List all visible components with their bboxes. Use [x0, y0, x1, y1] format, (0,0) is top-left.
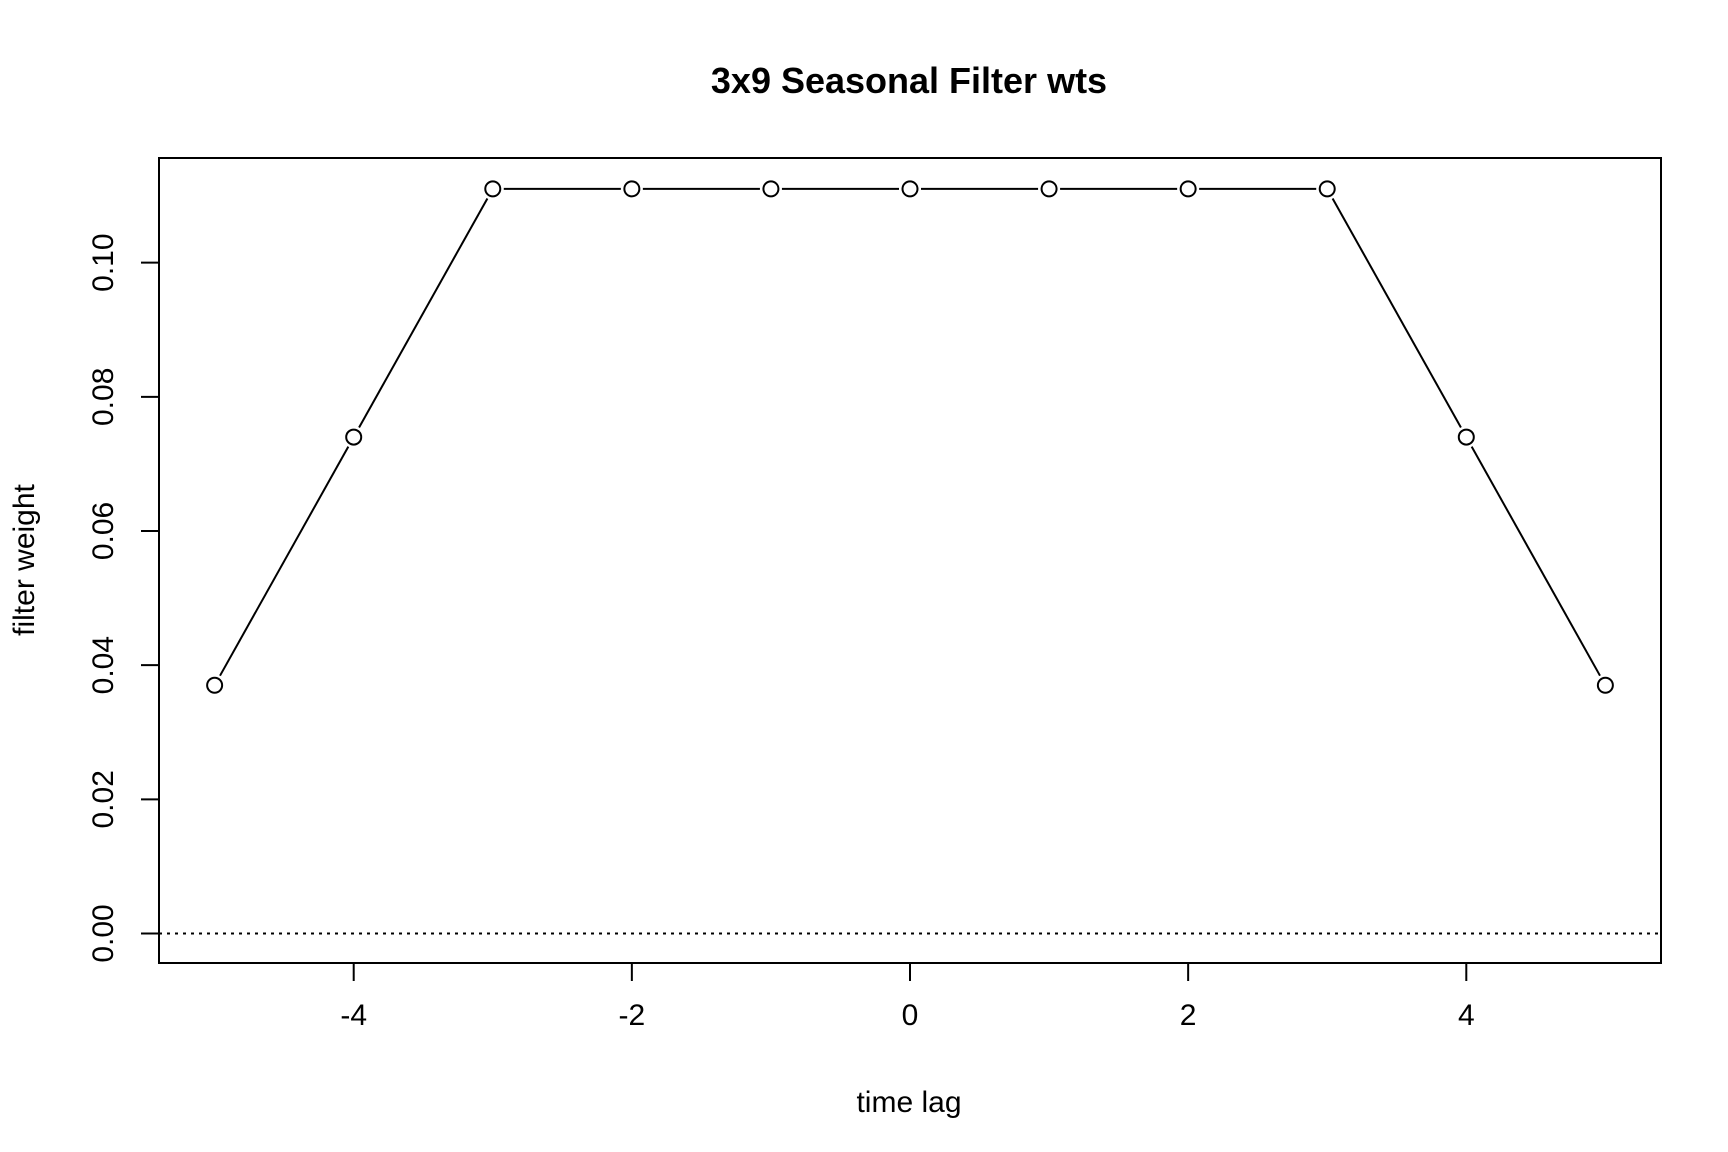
x-tick-label: -4: [340, 999, 367, 1032]
y-tick-label: 0.08: [87, 368, 120, 426]
x-tick-label: -2: [619, 999, 646, 1032]
y-tick-label: 0.04: [87, 636, 120, 694]
series-line-segment: [358, 197, 489, 428]
series-line-segment: [1470, 446, 1601, 677]
y-tick-label: 0.00: [87, 904, 120, 962]
x-tick-label: 2: [1180, 999, 1197, 1032]
data-point-marker: [1179, 180, 1197, 198]
y-tick-label: 0.10: [87, 233, 120, 291]
y-tick-label: 0.06: [87, 502, 120, 560]
data-point-marker: [345, 428, 363, 446]
data-point-marker: [1040, 180, 1058, 198]
series-line-segment: [219, 446, 350, 677]
y-axis: 0.00 0.02 0.04 0.06 0.08 0.10: [87, 233, 160, 963]
series-group: [206, 180, 1614, 694]
x-tick-label: 0: [902, 999, 919, 1032]
data-point-marker: [623, 180, 641, 198]
chart-title: 3x9 Seasonal Filter wts: [711, 60, 1107, 101]
x-tick-label: 4: [1458, 999, 1475, 1032]
y-axis-label: filter weight: [8, 483, 41, 635]
data-point-marker: [901, 180, 919, 198]
data-point-marker: [1457, 428, 1475, 446]
data-point-marker: [762, 180, 780, 198]
x-axis: -4 -2 0 2 4: [340, 962, 1475, 1032]
data-point-marker: [1596, 676, 1614, 694]
data-point-marker: [484, 180, 502, 198]
series-line-segment: [1331, 197, 1462, 428]
data-point-marker: [206, 676, 224, 694]
x-axis-label: time lag: [856, 1086, 961, 1119]
data-point-marker: [1318, 180, 1336, 198]
y-tick-label: 0.02: [87, 770, 120, 828]
